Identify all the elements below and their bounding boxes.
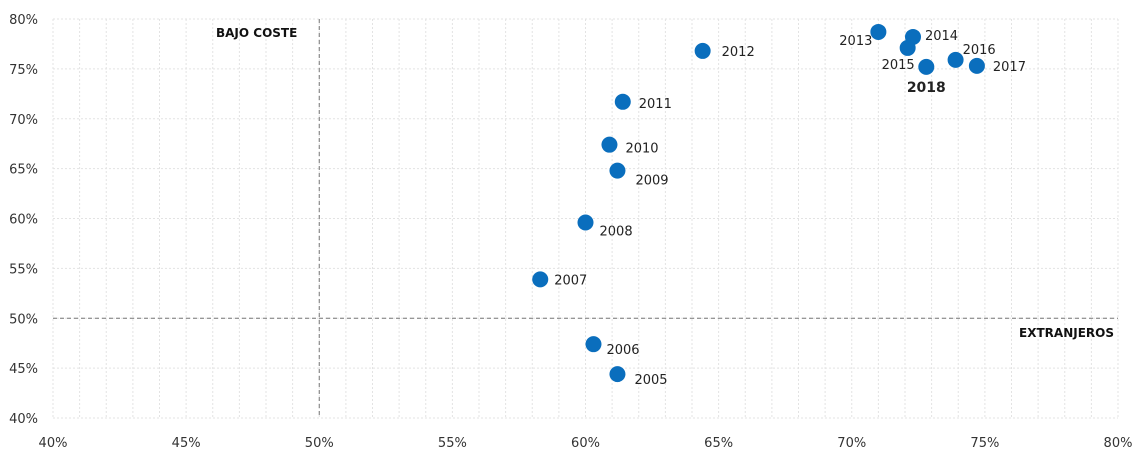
data-point-2013	[870, 23, 887, 40]
data-point-2016	[947, 51, 964, 68]
x-tick-label: 60%	[571, 436, 600, 451]
axis-ticks: 40% 45% 50% 55% 60% 65% 70% 75% 80% 40% 45% 50% 55% 6…	[9, 13, 1132, 451]
y-tick-label: 55%	[9, 262, 38, 277]
grid	[52, 18, 1119, 419]
y-tick-label: 50%	[9, 312, 38, 327]
data-point-2011	[614, 93, 631, 110]
data-label-2008: 2008	[600, 224, 633, 239]
data-label-2014: 2014	[925, 29, 958, 44]
data-label-2013: 2013	[839, 34, 872, 49]
data-point-2012	[694, 42, 711, 59]
data-label-2009: 2009	[635, 174, 668, 189]
data-label-2011: 2011	[639, 97, 672, 112]
y-tick-label: 45%	[9, 362, 38, 377]
data-point-2017	[968, 57, 985, 74]
y-tick-label: 80%	[9, 13, 38, 28]
data-point-2006	[585, 336, 602, 353]
quadrant-labels: BAJO COSTE EXTRANJEROS	[216, 26, 1114, 340]
data-label-2015: 2015	[882, 58, 915, 73]
data-point-2009	[609, 162, 626, 179]
y-tick-label: 65%	[9, 163, 38, 178]
data-label-2017: 2017	[993, 60, 1026, 75]
x-tick-label: 80%	[1104, 436, 1133, 451]
data-label-2006: 2006	[606, 343, 639, 358]
data-point-2007	[532, 271, 549, 288]
y-tick-label: 40%	[9, 412, 38, 427]
data-labels: 2005 2006 2007 2008 2009 2010 2011 2012 2013 2014…	[554, 29, 1026, 388]
quadrant-label-extranjeros: EXTRANJEROS	[1019, 326, 1114, 340]
data-label-2012: 2012	[722, 45, 755, 60]
y-tick-label: 75%	[9, 63, 38, 78]
data-point-2010	[601, 136, 618, 153]
data-points	[532, 23, 985, 383]
reference-lines	[53, 19, 1118, 418]
data-point-2005	[609, 366, 626, 383]
x-tick-label: 50%	[305, 436, 334, 451]
y-tick-label: 70%	[9, 113, 38, 128]
data-label-2018: 2018	[907, 80, 946, 96]
data-point-2008	[577, 214, 594, 231]
x-tick-label: 40%	[39, 436, 68, 451]
x-tick-label: 70%	[837, 436, 866, 451]
x-tick-label: 75%	[970, 436, 999, 451]
data-label-2010: 2010	[625, 142, 658, 157]
x-tick-label: 45%	[172, 436, 201, 451]
y-tick-label: 60%	[9, 213, 38, 228]
data-label-2007: 2007	[554, 273, 587, 288]
data-point-2015	[899, 39, 916, 56]
x-tick-label: 55%	[438, 436, 467, 451]
data-label-2016: 2016	[963, 43, 996, 58]
x-tick-label: 65%	[704, 436, 733, 451]
data-label-2005: 2005	[634, 373, 667, 388]
data-point-2018	[918, 58, 935, 75]
quadrant-label-bajo-coste: BAJO COSTE	[216, 26, 297, 40]
